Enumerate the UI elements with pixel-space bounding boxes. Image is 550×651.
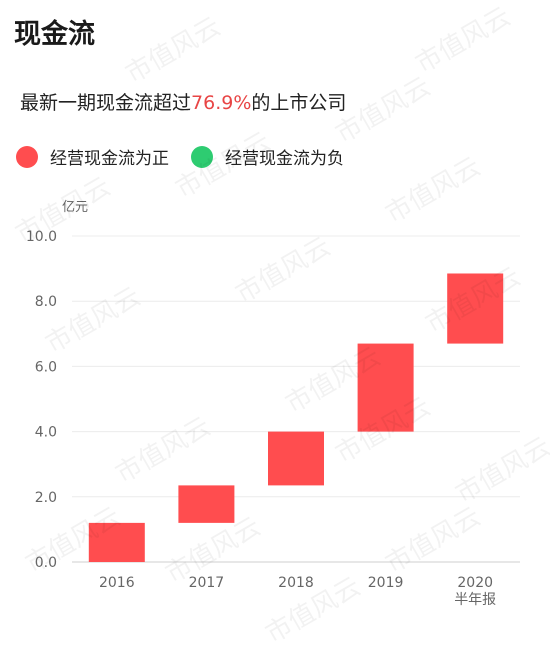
bar-4[interactable] (447, 273, 504, 344)
bar-2[interactable] (268, 431, 324, 486)
y-tick-label: 10.0 (26, 229, 57, 245)
x-tick-label: 2020 (457, 575, 493, 591)
subtitle: 最新一期现金流超过76.9%的上市公司 (20, 88, 346, 115)
subtitle-suffix: 的上市公司 (251, 92, 347, 114)
chart-legend: 经营现金流为正 经营现金流为负 (16, 144, 366, 169)
bar-0[interactable] (88, 522, 145, 562)
y-axis-unit: 亿元 (62, 200, 89, 215)
legend-dot-negative-icon (191, 145, 213, 168)
bar-3[interactable] (357, 343, 414, 432)
y-tick-label: 4.0 (35, 425, 57, 441)
y-tick-label: 2.0 (35, 490, 57, 506)
legend-label-negative: 经营现金流为负 (225, 149, 344, 169)
subtitle-prefix: 最新一期现金流超过 (20, 92, 192, 114)
legend-item-negative[interactable]: 经营现金流为负 (191, 144, 344, 169)
legend-item-positive[interactable]: 经营现金流为正 (16, 144, 169, 169)
x-tick-label: 2017 (189, 575, 225, 591)
legend-dot-positive-icon (16, 145, 38, 168)
y-tick-labels: 0.0 2.0 4.0 6.0 8.0 10.0 (26, 229, 57, 571)
bar-1[interactable] (178, 485, 235, 523)
subtitle-highlight: 76.9% (191, 92, 252, 114)
x-tick-label: 半年报 (454, 592, 496, 608)
y-tick-label: 6.0 (35, 359, 57, 375)
x-tick-label: 2016 (99, 575, 135, 591)
x-tick-label: 2019 (368, 575, 404, 591)
y-tick-label: 8.0 (35, 294, 57, 310)
waterfall-chart: 0.0 2.0 4.0 6.0 8.0 10.0 2016 2017 2018 2019 2020… (26, 229, 520, 608)
x-tick-label: 2018 (278, 575, 314, 591)
y-tick-label: 0.0 (35, 555, 57, 571)
bars (88, 273, 504, 562)
page-title: 现金流 (14, 19, 95, 50)
legend-label-positive: 经营现金流为正 (50, 149, 169, 169)
